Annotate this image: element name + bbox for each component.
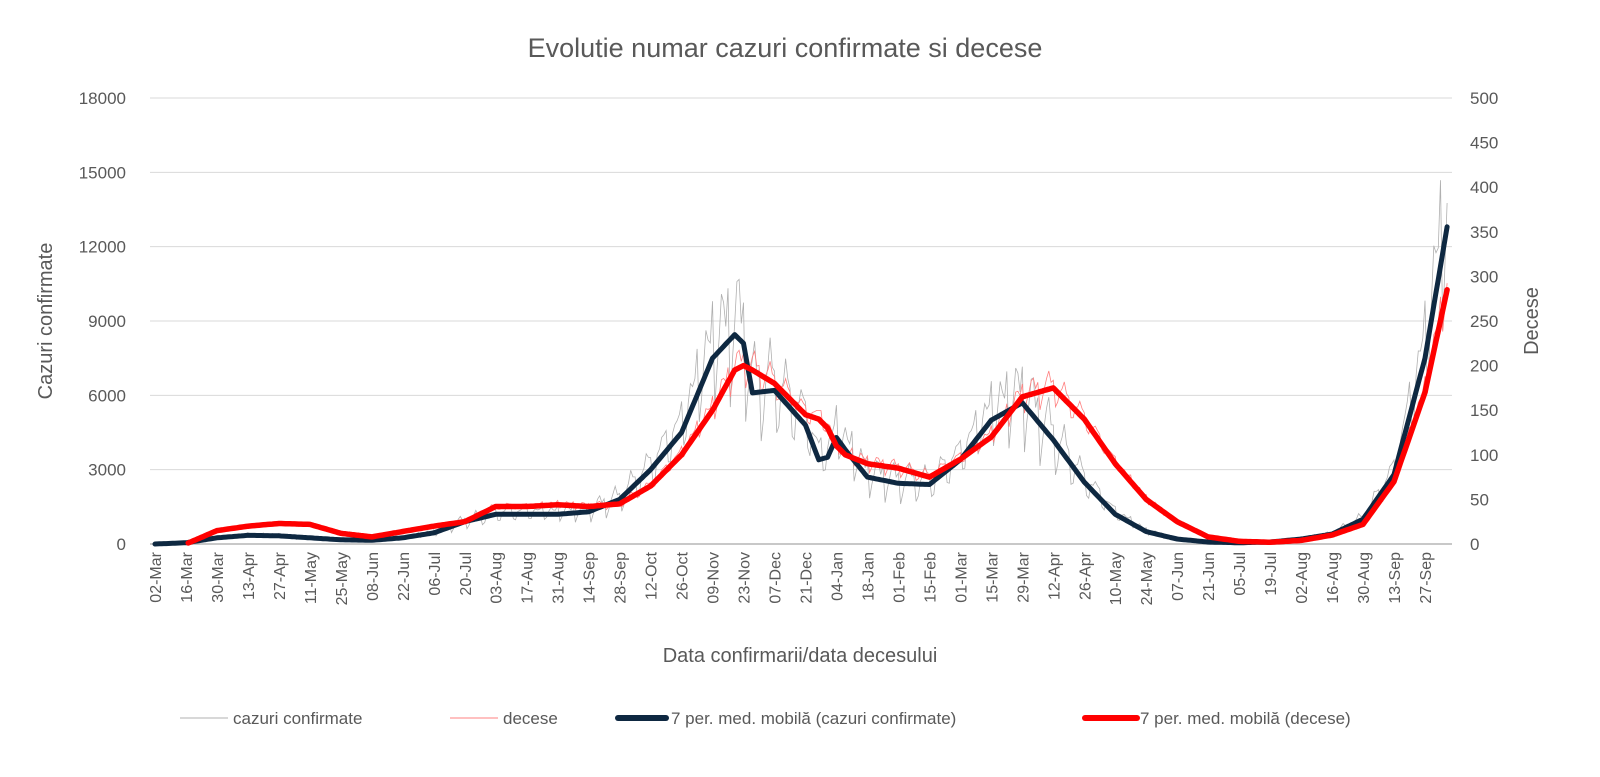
x-tick-label: 03-Aug [489,552,506,604]
legend-label-ma-cases: 7 per. med. mobilă (cazuri confirmate) [671,709,956,728]
y-tick-label: 12000 [79,238,126,257]
x-tick-label: 01-Mar [953,551,970,602]
y-axis-title: Cazuri confirmate [35,243,57,400]
x-tick-label: 10-May [1108,552,1125,605]
y-tick-label: 15000 [79,163,126,182]
y-axis-left: 0 3000 6000 9000 12000 15000 18000 [79,89,126,554]
x-tick-label: 26-Apr [1077,551,1094,600]
x-tick-label: 13-Apr [241,551,258,600]
x-tick-label: 12-Apr [1046,551,1063,600]
y2-tick-label: 0 [1470,535,1479,554]
y2-tick-label: 200 [1470,357,1498,376]
y-tick-label: 3000 [88,461,126,480]
series-line-raw-cases [154,180,1448,545]
x-tick-label: 26-Oct [675,551,692,600]
x-tick-label: 27-Apr [272,551,289,600]
x-tick-label: 02-Mar [148,551,165,602]
x-tick-label: 30-Mar [210,551,227,602]
legend: cazuri confirmate decese 7 per. med. mob… [180,709,1351,728]
x-tick-label: 24-May [1139,552,1156,605]
y2-tick-label: 50 [1470,490,1489,509]
x-tick-label: 05-Jul [1232,552,1249,596]
x-tick-label: 28-Sep [613,552,630,604]
y2-tick-label: 350 [1470,223,1498,242]
x-tick-label: 18-Jan [860,552,877,601]
x-tick-label: 01-Feb [891,552,908,603]
x-tick-label: 13-Sep [1387,552,1404,604]
x-axis: 02-Mar 16-Mar 30-Mar 13-Apr 27-Apr 11-May 25-M… [148,551,1435,605]
x-tick-label: 14-Sep [582,552,599,604]
x-tick-label: 16-Mar [179,551,196,602]
x-tick-label: 12-Oct [644,551,661,600]
x-tick-label: 15-Feb [922,552,939,603]
x-tick-label: 07-Jun [1170,552,1187,601]
y-tick-label: 6000 [88,386,126,405]
y2-axis-title: Decese [1521,287,1543,355]
x-axis-title: Data confirmarii/data decesului [663,645,938,667]
x-tick-label: 15-Mar [984,551,1001,602]
x-tick-label: 02-Aug [1294,552,1311,604]
legend-label-ma-deaths: 7 per. med. mobilă (decese) [1140,709,1351,728]
series-lines [152,180,1450,547]
legend-label-raw-cases: cazuri confirmate [233,709,362,728]
series-line-ma-cases [152,224,1450,547]
series-line-raw-deaths [188,283,1448,544]
y2-tick-label: 500 [1470,89,1498,108]
x-tick-label: 11-May [303,552,320,604]
y2-tick-label: 250 [1470,312,1498,331]
legend-label-raw-deaths: decese [503,709,558,728]
x-tick-label: 27-Sep [1418,552,1435,604]
y2-tick-label: 400 [1470,178,1498,197]
x-tick-label: 30-Aug [1356,552,1373,604]
y-tick-label: 9000 [88,312,126,331]
x-tick-label: 22-Jun [396,552,413,601]
y-tick-label: 0 [117,535,126,554]
x-tick-label: 07-Dec [768,552,785,604]
y-axis-right: 0 50 100 150 200 250 300 350 400 450 500 [1470,89,1498,554]
y2-tick-label: 300 [1470,267,1498,286]
x-tick-label: 16-Aug [1325,552,1342,604]
series-line-ma-deaths [185,287,1450,546]
x-tick-label: 21-Dec [798,552,815,604]
gridlines [150,97,1452,545]
x-tick-label: 25-May [334,552,351,605]
x-tick-label: 04-Jan [829,552,846,601]
x-tick-label: 06-Jul [427,552,444,596]
y2-tick-label: 100 [1470,446,1498,465]
y2-tick-label: 450 [1470,134,1498,153]
x-tick-label: 31-Aug [551,552,568,604]
x-tick-label: 20-Jul [458,552,475,596]
x-tick-label: 21-Jun [1201,552,1218,601]
x-tick-label: 17-Aug [520,552,537,604]
y2-tick-label: 150 [1470,401,1498,420]
chart-title: Evolutie numar cazuri confirmate si dece… [528,33,1043,63]
x-tick-label: 29-Mar [1015,551,1032,602]
x-tick-label: 09-Nov [706,552,723,604]
x-tick-label: 23-Nov [737,552,754,604]
x-tick-label: 19-Jul [1263,552,1280,596]
y-tick-label: 18000 [79,89,126,108]
x-tick-label: 08-Jun [365,552,382,601]
